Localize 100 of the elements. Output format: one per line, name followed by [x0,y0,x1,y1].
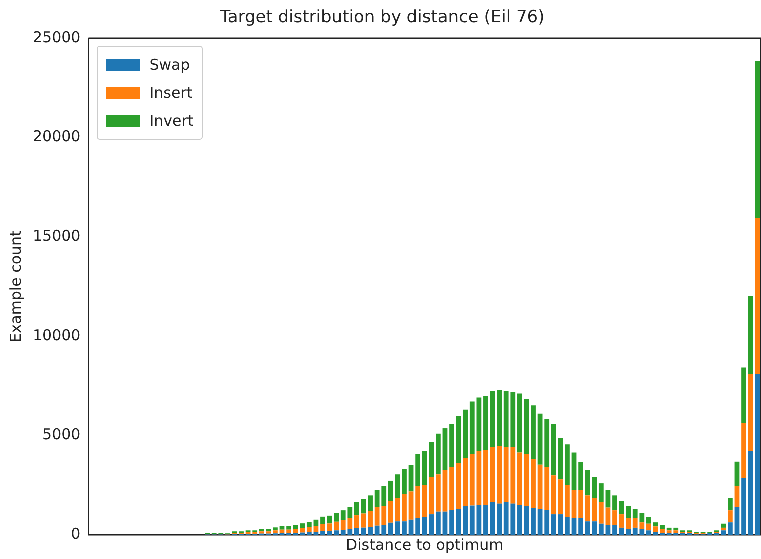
bar [755,218,760,374]
bar [416,454,421,486]
bar [314,520,319,526]
bar [544,467,550,510]
bar [606,508,611,526]
bar [334,530,340,535]
bar [660,525,665,530]
bar [361,528,366,535]
bar [728,510,733,523]
bar [646,517,652,524]
bar [497,390,502,446]
bar [402,522,407,535]
bar [408,492,414,520]
bar [388,522,394,535]
bar [538,414,543,465]
bar [619,501,624,515]
bar [517,452,522,506]
bar [653,526,658,532]
y-tick-label: 5000 [42,426,81,444]
bar [395,474,400,498]
bar [734,486,740,508]
bar [361,499,366,514]
bar [484,505,488,535]
bar [626,518,632,530]
bar [368,511,373,528]
bar [436,434,441,475]
bar [286,526,292,530]
bar [734,462,740,486]
legend-label: Insert [150,84,193,102]
bar [354,516,360,528]
bar [442,428,448,470]
bar [368,527,373,535]
bar [497,446,502,504]
bar [524,399,530,454]
bar [728,522,733,535]
bar [442,512,448,535]
bar [450,467,454,510]
bar [442,470,448,512]
bar [524,506,530,535]
bar [755,61,760,218]
bar [598,502,604,524]
bar [734,507,740,535]
bar [544,419,550,468]
bar [565,517,570,535]
bar [402,494,407,522]
bar [361,514,366,528]
bar [286,530,292,534]
bar [606,525,611,535]
bar [619,528,624,535]
bar [490,502,496,535]
bar [653,522,658,527]
legend-label: Swap [150,56,190,74]
bar [273,530,278,534]
bar [388,480,394,502]
bar [572,452,577,490]
y-tick-label: 20000 [33,128,81,146]
bar [531,460,536,508]
bar [742,423,746,478]
bar [517,505,522,535]
bar [436,474,441,512]
bar [306,532,312,535]
bar [619,514,624,528]
bar [578,518,584,535]
bar [572,518,577,535]
bar [388,501,394,523]
bar [612,510,618,526]
bar [748,374,754,452]
bar [395,498,400,522]
bar [450,510,454,535]
bar [273,528,278,531]
bar [354,502,360,516]
chart-title: Target distribution by distance (Eil 76) [219,8,545,28]
bar [334,522,340,531]
bar [280,526,285,530]
bar [626,529,632,535]
x-axis-title: Distance to optimum [346,536,504,554]
bar [450,424,454,468]
bar [517,394,522,453]
y-tick-label: 15000 [33,226,81,245]
bar [408,465,414,492]
bar [626,506,632,519]
bar [524,454,530,506]
y-tick-label: 10000 [33,326,81,344]
bar [354,528,360,535]
bar [578,490,584,519]
bar [612,496,618,511]
bar [320,531,326,535]
bar [395,522,400,535]
bar [728,498,733,511]
bar [314,532,319,535]
bar [327,531,332,535]
bar [578,462,584,490]
bar [606,490,611,508]
bar [320,516,326,524]
bar [327,524,332,532]
bar [490,447,496,502]
bar [598,484,604,502]
bar [306,522,312,528]
bar [721,524,726,528]
bar [368,496,373,512]
